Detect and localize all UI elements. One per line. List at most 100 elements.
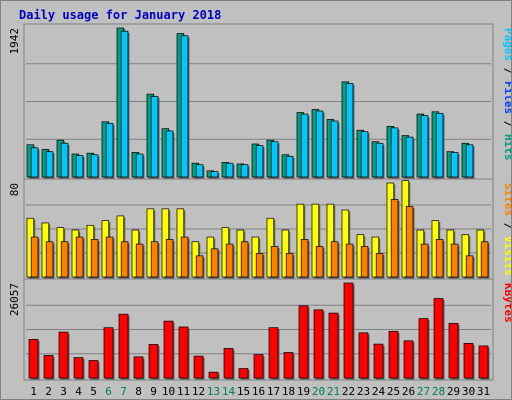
x-tick-label-29: 29 xyxy=(447,385,460,398)
legend-part: / xyxy=(502,61,511,81)
x-tick-label-28: 28 xyxy=(432,385,445,398)
bar-sites-day-3 xyxy=(60,241,69,278)
panel-hits-files-visits: 1942 Pages / Files / Hits xyxy=(8,23,511,180)
bar-sites-day-30 xyxy=(465,255,474,278)
bar-kbytes-day-9 xyxy=(148,344,159,379)
x-tick-label-13: 13 xyxy=(207,385,220,398)
bar-sites-day-21 xyxy=(330,241,339,278)
y-max-label: 1942 xyxy=(8,28,21,55)
x-tick-label-10: 10 xyxy=(162,385,175,398)
x-tick-label-12: 12 xyxy=(192,385,205,398)
bar-visits-day-21 xyxy=(326,203,335,278)
x-tick-label-8: 8 xyxy=(135,385,142,398)
bar-sites-day-26 xyxy=(405,206,414,278)
x-tick-label-19: 19 xyxy=(297,385,310,398)
series-legend-label: Pages / Files / Hits xyxy=(502,28,511,161)
bar-files-day-7 xyxy=(120,30,129,178)
bar-sites-day-12 xyxy=(195,255,204,278)
bar-files-day-27 xyxy=(420,115,429,178)
bar-kbytes-day-15 xyxy=(238,368,249,379)
legend-part: Pages xyxy=(502,28,511,61)
bar-sites-day-28 xyxy=(435,239,444,278)
bar-kbytes-day-25 xyxy=(388,330,399,379)
bar-files-day-13 xyxy=(210,171,219,178)
x-tick-label-16: 16 xyxy=(252,385,265,398)
bar-kbytes-day-7 xyxy=(118,313,129,379)
x-tick-label-11: 11 xyxy=(177,385,190,398)
bar-files-day-18 xyxy=(285,155,294,178)
bar-files-day-10 xyxy=(165,130,174,178)
y-max-label: 26057 xyxy=(8,283,21,316)
series-legend-label: Sites / Visits xyxy=(502,183,511,276)
bar-files-day-8 xyxy=(135,153,144,178)
bar-sites-day-13 xyxy=(210,248,219,278)
bar-files-day-4 xyxy=(75,155,84,178)
x-tick-label-25: 25 xyxy=(387,385,400,398)
bar-kbytes-day-4 xyxy=(73,357,84,379)
panel-sites-visits: 80 Sites / Visits xyxy=(8,178,511,280)
bar-files-day-23 xyxy=(360,131,369,178)
chart-panels: 1942 Pages / Files / Hits 80 Sites / Visits… xyxy=(8,23,511,381)
chart-title: Daily usage for January 2018 xyxy=(19,8,221,22)
bar-kbytes-day-19 xyxy=(298,305,309,379)
bar-files-day-5 xyxy=(90,154,99,178)
y-max-label: 80 xyxy=(8,183,21,196)
x-tick-label-7: 7 xyxy=(120,385,127,398)
bar-sites-day-20 xyxy=(315,246,324,278)
bar-kbytes-day-17 xyxy=(268,327,279,379)
bar-files-day-11 xyxy=(180,35,189,178)
x-tick-label-27: 27 xyxy=(417,385,430,398)
bar-kbytes-day-29 xyxy=(448,322,459,379)
x-tick-label-26: 26 xyxy=(402,385,415,398)
bar-sites-day-5 xyxy=(90,239,99,278)
bar-sites-day-9 xyxy=(150,241,159,278)
bar-kbytes-day-20 xyxy=(313,309,324,379)
bar-sites-day-14 xyxy=(225,243,234,278)
x-tick-label-31: 31 xyxy=(477,385,490,398)
bar-files-day-9 xyxy=(150,96,159,178)
legend-part: Visits xyxy=(502,236,511,276)
bar-files-day-20 xyxy=(315,110,324,178)
bar-sites-day-19 xyxy=(300,239,309,278)
bar-sites-day-17 xyxy=(270,246,279,278)
bar-sites-day-1 xyxy=(30,236,39,278)
bar-files-day-30 xyxy=(465,144,474,178)
bar-files-day-19 xyxy=(300,113,309,178)
bar-sites-day-24 xyxy=(375,253,384,278)
legend-part: Hits xyxy=(502,134,511,161)
bar-sites-day-2 xyxy=(45,241,54,278)
bar-kbytes-day-8 xyxy=(133,356,144,379)
bar-visits-day-22 xyxy=(341,209,350,278)
x-tick-label-18: 18 xyxy=(282,385,295,398)
bar-kbytes-day-12 xyxy=(193,355,204,379)
legend-part: / xyxy=(502,216,511,236)
bar-kbytes-day-31 xyxy=(478,345,489,379)
x-tick-label-4: 4 xyxy=(75,385,82,398)
bar-files-day-22 xyxy=(345,83,354,178)
x-tick-label-17: 17 xyxy=(267,385,280,398)
series-legend-label: KBytes xyxy=(502,283,511,323)
bar-files-day-1 xyxy=(30,147,39,178)
bar-sites-day-18 xyxy=(285,253,294,278)
bar-sites-day-31 xyxy=(480,241,489,278)
bar-sites-day-11 xyxy=(180,236,189,278)
bar-kbytes-day-30 xyxy=(463,343,474,379)
x-tick-label-22: 22 xyxy=(342,385,355,398)
bar-kbytes-day-18 xyxy=(283,352,294,379)
bar-sites-day-29 xyxy=(450,243,459,278)
bar-files-day-25 xyxy=(390,127,399,178)
bar-sites-day-27 xyxy=(420,243,429,278)
x-tick-label-5: 5 xyxy=(90,385,97,398)
x-tick-label-24: 24 xyxy=(372,385,386,398)
bar-sites-day-10 xyxy=(165,239,174,278)
x-axis-tick-labels: 1 2 3 4 5 6 7 8 9 10 11 12 13 14 15 16 17 18 19 20 21 22 23 24 2… xyxy=(30,385,490,398)
bar-sites-day-23 xyxy=(360,246,369,278)
bar-kbytes-day-21 xyxy=(328,312,339,379)
bar-kbytes-day-10 xyxy=(163,320,174,379)
x-tick-label-30: 30 xyxy=(462,385,475,398)
bar-kbytes-day-28 xyxy=(433,298,444,379)
bar-sites-day-4 xyxy=(75,236,84,278)
bar-files-day-28 xyxy=(435,112,444,178)
x-tick-label-9: 9 xyxy=(150,385,157,398)
